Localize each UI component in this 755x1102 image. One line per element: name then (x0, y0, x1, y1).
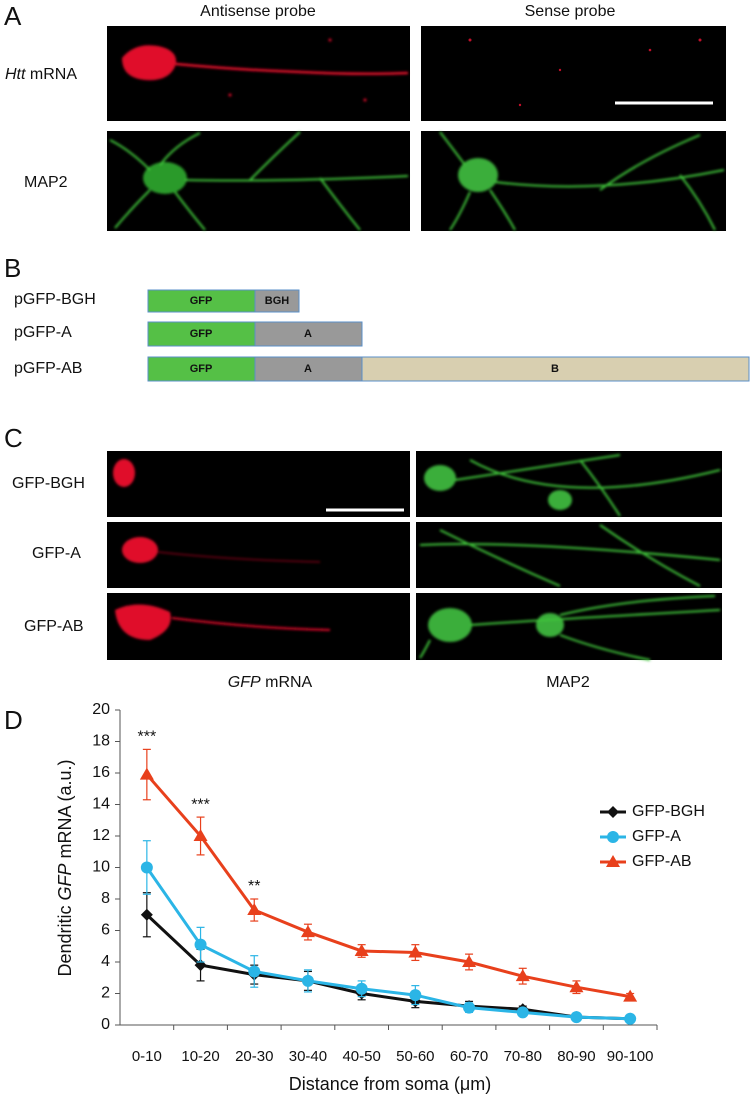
data-point (624, 1012, 637, 1025)
segment-label: GFP (190, 295, 213, 307)
x-tick-label: 30-40 (289, 1048, 327, 1065)
data-point (515, 969, 530, 982)
row-label: MAP2 (24, 174, 68, 191)
x-tick-label: 50-60 (396, 1048, 434, 1065)
column-label: GFP mRNA (228, 674, 313, 691)
data-point (354, 943, 369, 956)
panel-label: B (4, 253, 21, 283)
x-tick-label: 20-30 (235, 1048, 273, 1065)
construct-name: pGFP-AB (14, 360, 82, 377)
legend-marker (606, 855, 620, 867)
x-tick-label: 0-10 (132, 1048, 162, 1065)
x-axis-label: Distance from soma (μm) (289, 1074, 491, 1094)
x-tick-label: 40-50 (342, 1048, 380, 1065)
data-point (300, 925, 315, 938)
segment-label: A (304, 363, 312, 375)
y-tick-label: 16 (92, 764, 110, 781)
data-point (248, 965, 261, 978)
x-tick-label: 90-100 (607, 1048, 654, 1065)
data-point (301, 974, 314, 987)
panel-label: C (4, 423, 23, 453)
x-tick-label: 10-20 (181, 1048, 219, 1065)
micrograph (107, 26, 410, 121)
data-point (569, 980, 584, 993)
legend-label: GFP-A (632, 828, 681, 845)
row-label: GFP-AB (24, 618, 84, 635)
data-point (462, 955, 477, 967)
data-point (408, 945, 423, 958)
significance: *** (138, 729, 157, 746)
construct-name: pGFP-A (14, 324, 72, 341)
data-point (463, 1001, 476, 1014)
data-point (355, 982, 368, 995)
legend-label: GFP-BGH (632, 803, 705, 820)
series-line (145, 773, 631, 999)
y-tick-label: 6 (101, 922, 110, 939)
data-point (194, 938, 207, 951)
y-tick-label: 8 (101, 890, 110, 907)
legend-label: GFP-AB (632, 853, 692, 870)
construct-name: pGFP-BGH (14, 291, 96, 308)
row-label: GFP-BGH (12, 475, 85, 492)
legend-marker (607, 806, 619, 818)
x-tick-label: 60-70 (450, 1048, 488, 1065)
micrograph (416, 451, 722, 661)
data-point (139, 767, 154, 780)
y-axis-label: Dendritic GFP mRNA (a.u.) (55, 759, 75, 976)
panel-label: A (4, 1, 22, 31)
data-point (409, 989, 422, 1002)
data-point (140, 861, 153, 874)
y-tick-label: 10 (92, 859, 110, 876)
column-label: MAP2 (546, 674, 590, 691)
data-point (140, 908, 153, 921)
x-tick-label: 70-80 (504, 1048, 542, 1065)
micrograph (421, 26, 726, 121)
series-line (145, 866, 631, 1021)
y-tick-label: 14 (92, 796, 110, 813)
significance: *** (191, 796, 210, 813)
micrograph (421, 131, 726, 231)
segment-label: A (304, 328, 312, 340)
segment-label: B (551, 363, 559, 375)
legend-marker (607, 831, 619, 843)
data-point (623, 989, 638, 1002)
data-point (570, 1011, 583, 1024)
row-label: Htt mRNA (5, 66, 77, 83)
data-point (247, 903, 262, 916)
segment-label: BGH (265, 295, 290, 307)
x-tick-label: 80-90 (557, 1048, 595, 1065)
y-tick-label: 4 (101, 953, 110, 970)
y-tick-label: 0 (101, 1016, 110, 1033)
series-line (145, 913, 631, 1021)
y-tick-label: 12 (92, 827, 110, 844)
y-tick-label: 18 (92, 733, 110, 750)
construct-bar (147, 289, 750, 382)
significance: ** (248, 878, 260, 895)
micrograph (107, 131, 410, 231)
segment-label: GFP (190, 363, 213, 375)
data-point (516, 1006, 529, 1019)
column-header: Antisense probe (200, 3, 316, 20)
segment-label: GFP (190, 328, 213, 340)
y-tick-label: 20 (92, 701, 110, 718)
data-point (193, 829, 208, 841)
row-label: GFP-A (32, 545, 81, 562)
column-header: Sense probe (525, 3, 616, 20)
y-tick-label: 2 (101, 985, 110, 1002)
panel-label: D (4, 705, 23, 735)
micrograph (107, 451, 410, 660)
